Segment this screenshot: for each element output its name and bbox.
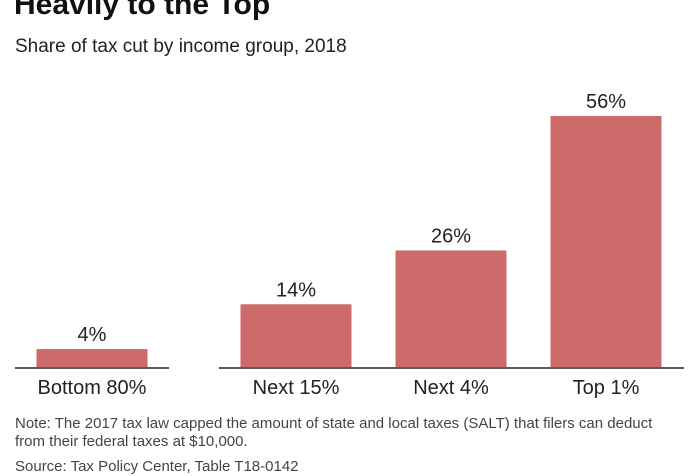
category-label: Top 1% [573,377,640,399]
data-label: 14% [276,279,316,301]
source-line: Source: Tax Policy Center, Table T18-014… [15,458,299,475]
bar [395,250,507,367]
bar [36,349,148,367]
category-label: Next 15% [253,377,340,399]
data-label: 56% [586,91,626,113]
bar [240,304,352,367]
chart-title: Heavily to the Top [14,0,271,21]
bar [550,116,662,367]
category-label: Next 4% [413,377,489,399]
category-label: Bottom 80% [38,377,147,399]
bar-chart: 4% Bottom 80% 14% Next 15% 26% Next 4% 56% Top … [15,91,684,399]
chart-subtitle: Share of tax cut by income group, 2018 [15,36,347,57]
data-label: 4% [78,324,107,346]
footnote: Note: The 2017 tax law capped the amount… [15,415,653,450]
data-label: 26% [431,225,471,247]
